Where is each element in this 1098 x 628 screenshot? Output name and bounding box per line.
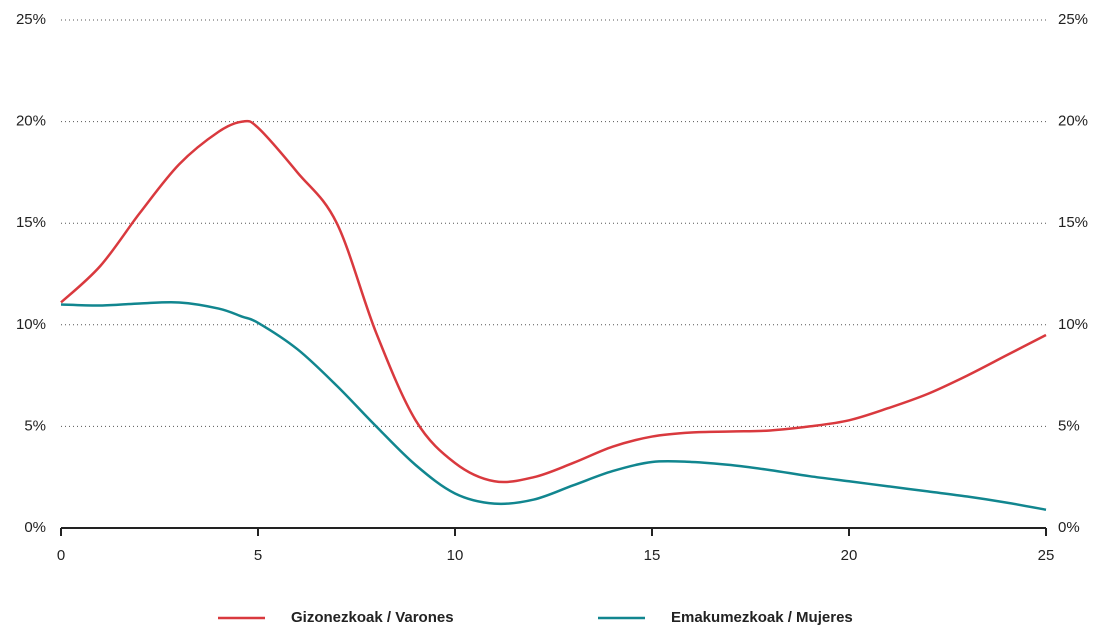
y2-tick-label: 0% <box>1058 519 1080 536</box>
series-line <box>60 119 1047 484</box>
y-tick-label: 5% <box>24 417 46 434</box>
y2-tick-label: 20% <box>1058 113 1088 130</box>
y-tick-label: 20% <box>16 113 46 130</box>
x-tick-label: 0 <box>57 547 65 564</box>
x-tick-label: 5 <box>254 547 262 564</box>
y2-tick-label: 5% <box>1058 417 1080 434</box>
y-tick-label: 0% <box>24 519 46 536</box>
x-tick-label: 15 <box>644 547 661 564</box>
x-tick-label: 10 <box>447 547 464 564</box>
x-tick-label: 25 <box>1038 547 1055 564</box>
y-tick-label: 25% <box>16 11 46 28</box>
legend-label: Gizonezkoak / Varones <box>291 609 454 626</box>
y2-tick-label: 25% <box>1058 11 1088 28</box>
legend-label: Emakumezkoak / Mujeres <box>671 609 853 626</box>
x-tick-label: 20 <box>841 547 858 564</box>
series-line <box>60 300 1047 511</box>
y-tick-label: 10% <box>16 316 46 333</box>
y-tick-label: 15% <box>16 214 46 231</box>
y2-tick-label: 15% <box>1058 214 1088 231</box>
y2-tick-label: 10% <box>1058 316 1088 333</box>
